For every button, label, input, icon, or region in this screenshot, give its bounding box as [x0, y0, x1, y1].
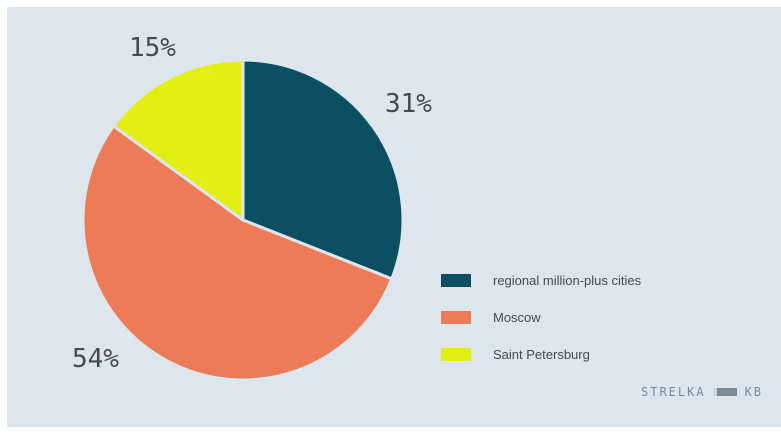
legend-swatch: [441, 348, 471, 361]
slice-percent-label: 54%: [72, 344, 119, 374]
legend-label: regional million-plus cities: [493, 273, 642, 288]
pie-slice-moscow: [81, 123, 394, 382]
slice-percent-label: 31%: [385, 89, 432, 119]
slice-percent-label: 15%: [129, 33, 176, 63]
legend-swatch: [441, 274, 471, 287]
legend-swatch: [441, 311, 471, 324]
pie-slice-regional-million-plus-cities: [241, 58, 405, 281]
legend-label: Moscow: [493, 310, 541, 325]
brand-left-text: STRELKA: [641, 385, 706, 399]
brand-watermark: STRELKA KB: [641, 385, 763, 399]
pie-slice-saint-petersburg: [111, 58, 245, 223]
brand-logo-mark: [713, 388, 737, 396]
legend-label: Saint Petersburg: [493, 347, 590, 362]
brand-right-text: KB: [744, 385, 764, 399]
